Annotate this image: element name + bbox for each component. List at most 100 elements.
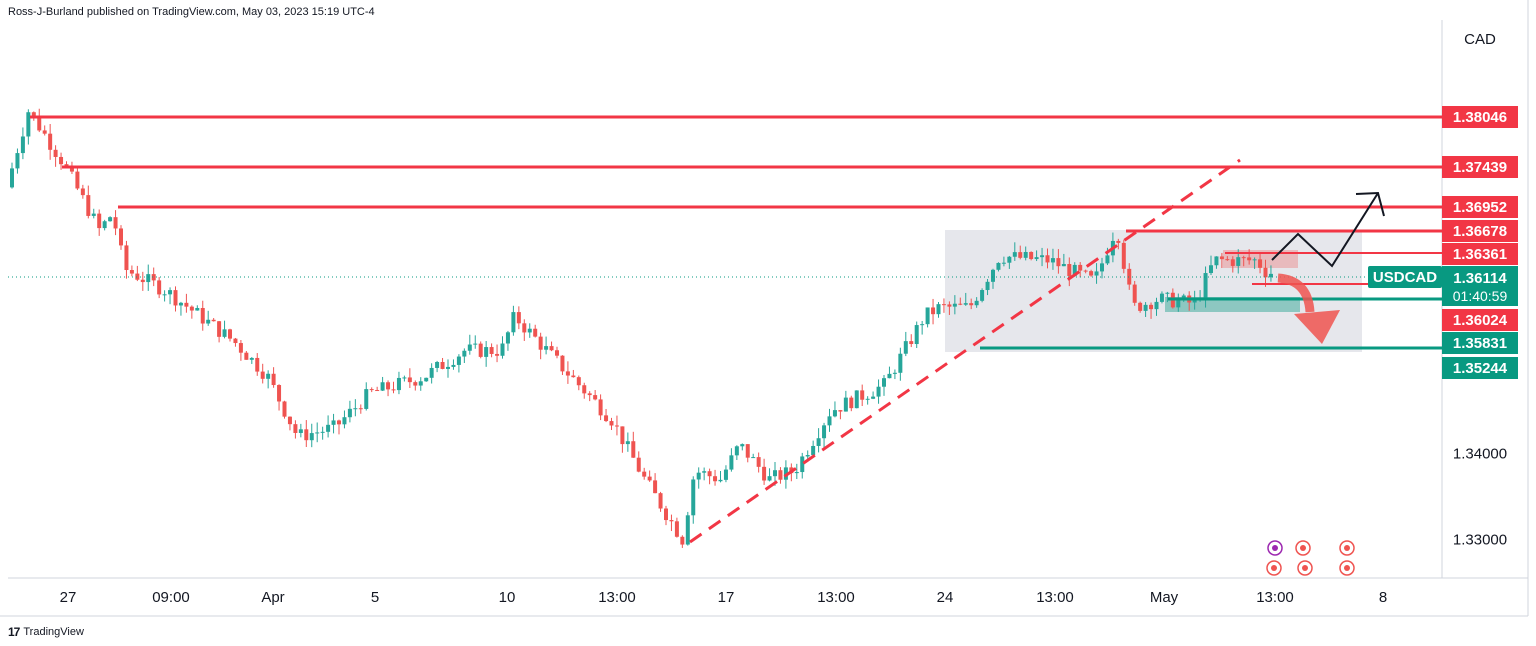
candle-body	[484, 347, 489, 357]
candle-body	[1258, 259, 1263, 268]
us-flag-event-icon-dot	[1344, 545, 1350, 551]
candle-body	[244, 352, 249, 360]
candle-body	[1056, 258, 1061, 267]
candle-body	[773, 470, 777, 477]
candle-body	[843, 397, 848, 412]
candle-body	[48, 133, 53, 150]
candle-body	[326, 424, 331, 432]
x-tick-label: 5	[371, 589, 379, 606]
candle-body	[658, 493, 663, 509]
candle-body	[794, 472, 799, 474]
candle-body	[1236, 257, 1241, 266]
candle-body	[734, 446, 739, 456]
candle-body	[800, 456, 805, 473]
resistance-value: 1.36361	[1453, 246, 1507, 263]
candle-body	[1100, 263, 1104, 272]
candle-body	[255, 357, 260, 372]
candle-body	[320, 431, 325, 433]
candle-body	[538, 336, 543, 350]
candle-body	[119, 228, 123, 246]
candle-body	[516, 312, 521, 324]
candle-body	[402, 377, 407, 379]
candle-body	[1012, 252, 1017, 257]
candle-body	[555, 350, 559, 356]
candle-body	[456, 356, 461, 365]
candle-body	[298, 429, 303, 433]
candle-body	[293, 424, 298, 433]
candle-body	[1268, 273, 1273, 278]
candle-body	[277, 385, 282, 402]
candle-body	[304, 429, 309, 441]
candle-body	[15, 153, 20, 169]
candle-body	[898, 353, 903, 373]
resistance-badge	[1442, 309, 1518, 331]
candle-body	[113, 217, 118, 229]
candle-body	[200, 307, 205, 324]
candle-body	[1045, 255, 1050, 263]
x-tick-label: Apr	[261, 589, 284, 606]
candle-body	[396, 377, 401, 391]
candle-body	[920, 324, 925, 326]
candle-body	[941, 304, 946, 306]
candle-body	[1116, 240, 1121, 243]
candle-body	[1029, 251, 1034, 260]
bearish-arrow	[1277, 273, 1315, 313]
x-tick-label: 8	[1379, 589, 1387, 606]
bullish-projection	[1271, 192, 1379, 268]
candle-body	[1263, 267, 1268, 278]
candle-body	[974, 300, 979, 306]
candle-body	[865, 398, 870, 400]
candle-body	[631, 441, 636, 458]
candle-body	[909, 341, 914, 345]
candle-body	[495, 353, 500, 356]
candle-body	[102, 221, 107, 229]
candle-body	[860, 390, 865, 400]
candle-body	[364, 389, 369, 409]
candle-body	[936, 304, 941, 315]
lightning-event-icon-dot	[1272, 545, 1278, 551]
candle-body	[1105, 255, 1110, 264]
candle-body	[20, 136, 25, 154]
candle-body	[669, 520, 674, 522]
candle-body	[1034, 257, 1039, 260]
candle-body	[609, 421, 614, 426]
candle-body	[664, 508, 668, 521]
candle-body	[625, 441, 630, 445]
candle-body	[914, 325, 919, 345]
candle-body	[413, 382, 418, 386]
candle-body	[146, 274, 151, 283]
candle-body	[805, 455, 810, 457]
candle-body	[53, 149, 58, 157]
candle-body	[593, 395, 598, 400]
symbol-badge	[1368, 266, 1442, 288]
candle-body	[783, 467, 788, 480]
candle-body	[135, 273, 140, 280]
candle-body	[86, 195, 91, 216]
support-value: 1.35244	[1453, 360, 1508, 377]
candle-body	[838, 410, 843, 412]
candle-body	[500, 343, 505, 356]
candle-body	[1089, 271, 1094, 276]
currency-label: CAD	[1464, 31, 1496, 48]
current-price-badge	[1442, 266, 1518, 306]
candle-body	[822, 425, 827, 439]
candle-body	[587, 393, 592, 396]
candle-body	[451, 364, 456, 367]
x-tick-label: 10	[499, 589, 516, 606]
candle-body	[97, 213, 102, 229]
candle-body	[642, 471, 647, 477]
resistance-badge	[1442, 220, 1518, 242]
tradingview-brand: 17 TradingView	[8, 625, 84, 639]
candle-body	[80, 188, 85, 196]
support-badge	[1442, 332, 1518, 354]
candle-body	[527, 328, 532, 333]
candle-body	[1149, 304, 1154, 310]
candle-body	[745, 444, 750, 458]
candle-body	[91, 213, 96, 216]
candle-body	[756, 457, 761, 467]
candle-body	[571, 375, 576, 378]
candle-body	[478, 343, 483, 357]
candle-body	[315, 432, 320, 434]
candle-body	[751, 457, 756, 459]
